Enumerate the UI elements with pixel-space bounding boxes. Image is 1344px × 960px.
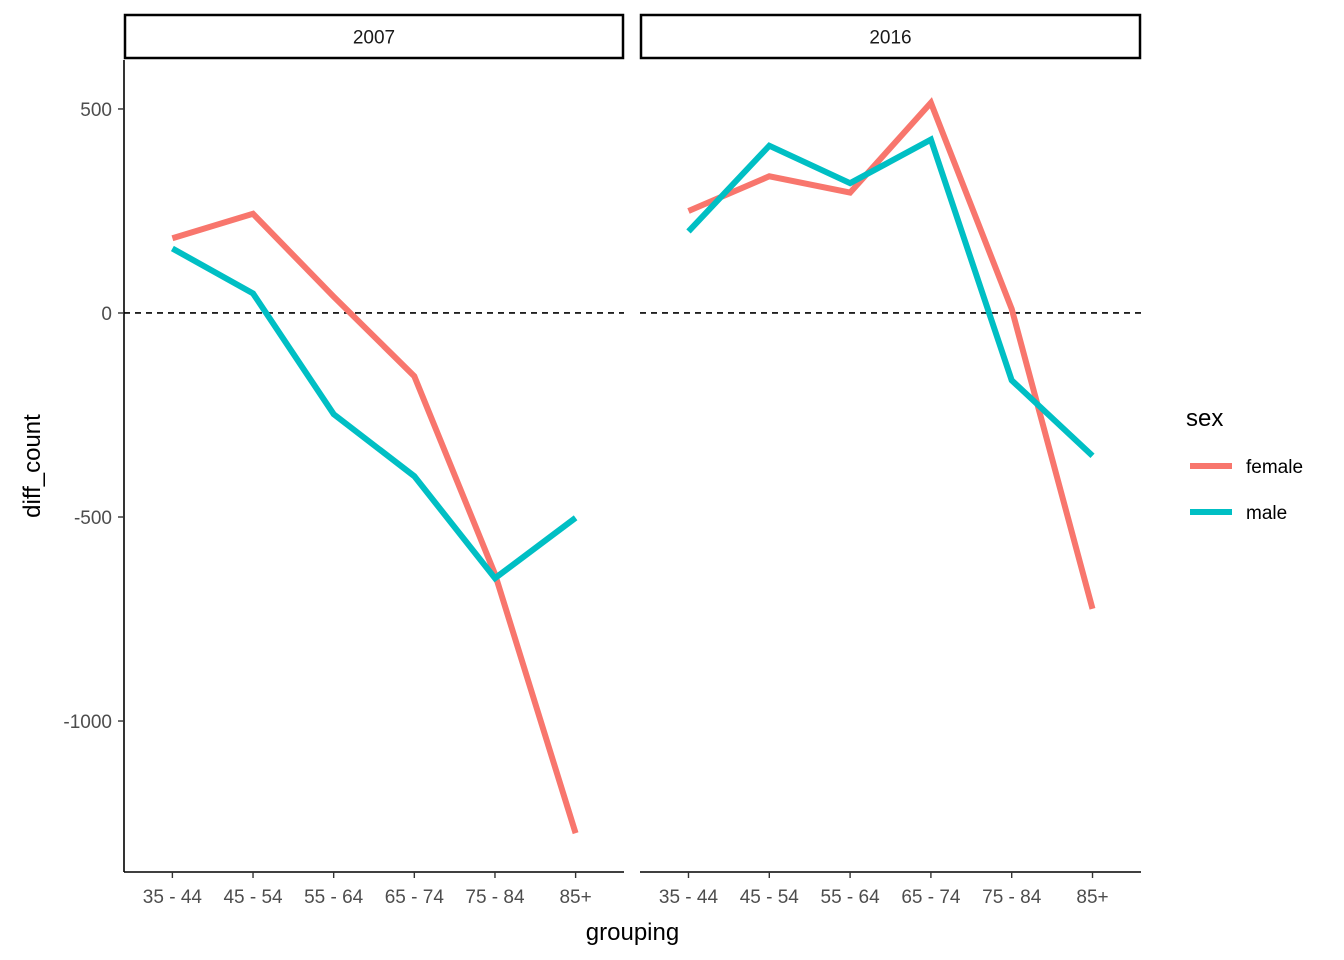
legend-label-male: male [1246,503,1287,524]
y-axis: 500 0 -500 -1000 [63,60,125,872]
facet-strip [123,13,625,60]
x-tick-label: 85+ [1076,887,1108,908]
x-tick-label: 35 - 44 [143,887,203,908]
series-line-male-2016 [686,135,1095,458]
legend-label-female: female [1246,457,1303,478]
x-tick-label: 65 - 74 [385,887,445,908]
x-tick-label: 65 - 74 [901,887,961,908]
series-line-female-2016 [687,97,1096,610]
x-tick-label: 75 - 84 [982,887,1042,908]
facet-strip-label: 2016 [869,28,911,49]
x-tick-label: 45 - 54 [223,887,283,908]
facet-strip-label: 2007 [353,28,395,49]
series-line-male-2007 [170,245,578,583]
y-tick-label: 0 [101,304,112,325]
x-tick-label: 55 - 64 [821,887,881,908]
facet-panel-2007: 2007 35 - 44 45 - 54 55 - 64 65 - 74 75 - 84 8… [123,13,625,908]
facet-panel-2016: 2016 35 - 44 45 - 54 55 - 64 65 - 74 75 - 84 8… [639,13,1142,908]
x-tick-label: 45 - 54 [740,887,800,908]
y-tick-label: 500 [80,100,112,121]
legend-title: sex [1186,405,1223,432]
x-axis-title: grouping [586,919,679,946]
y-axis-title: diff_count [19,414,46,518]
x-tick-label: 35 - 44 [659,887,719,908]
series-line-female-2007 [171,210,579,835]
y-tick-label: -500 [74,508,112,529]
x-tick-label: 85+ [559,887,591,908]
y-tick-label: -1000 [63,712,112,733]
x-tick-label: 75 - 84 [465,887,525,908]
legend: sex female male [1186,405,1303,524]
facet-panels: 2007 35 - 44 45 - 54 55 - 64 65 - 74 75 - 84 8… [123,13,1142,908]
x-tick-label: 55 - 64 [304,887,364,908]
facet-strip [639,13,1142,60]
